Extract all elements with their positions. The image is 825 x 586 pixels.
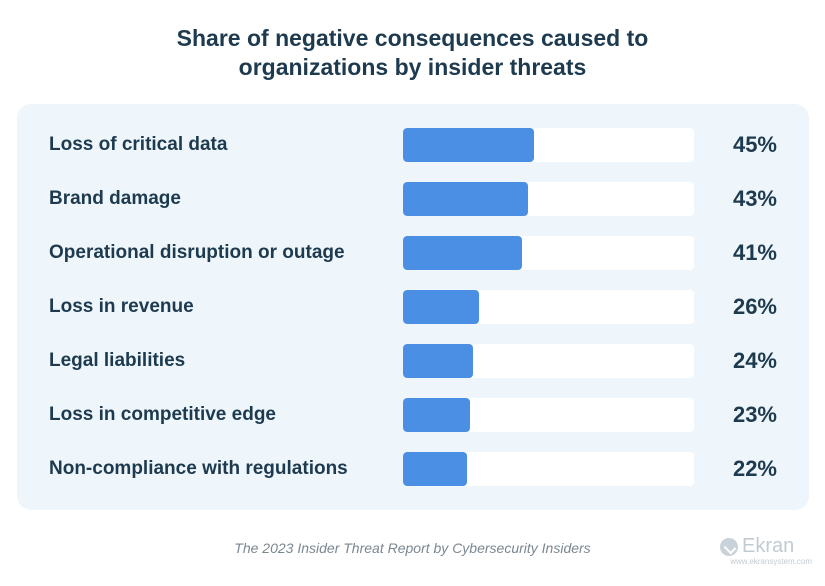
value-label: 24% — [732, 348, 777, 373]
bar — [403, 452, 468, 486]
category-label: Brand damage — [49, 188, 181, 209]
bar-track — [403, 182, 694, 216]
bar — [403, 128, 534, 162]
chart-title-line-2: organizations by insider threats — [238, 54, 587, 80]
category-label: Operational disruption or outage — [49, 242, 345, 263]
bar-track — [403, 290, 694, 324]
bar-track — [403, 398, 694, 432]
value-label: 43% — [732, 186, 777, 211]
value-label: 45% — [732, 132, 777, 157]
bar-track — [403, 128, 694, 162]
bar — [403, 344, 473, 378]
category-label: Legal liabilities — [49, 350, 186, 371]
bar-row: Legal liabilities 24% — [17, 344, 809, 378]
source-caption: The 2023 Insider Threat Report by Cybers… — [234, 540, 591, 556]
bar-track — [403, 236, 694, 270]
bar-track — [403, 344, 694, 378]
category-label: Loss of critical data — [49, 134, 228, 155]
bar-track — [403, 452, 694, 486]
ekran-logo-icon — [720, 538, 738, 556]
bar-row: Operational disruption or outage 41% — [17, 236, 809, 270]
logo-url: www.ekransystem.com — [730, 557, 812, 566]
chart-panel: Loss of critical data 45% Brand damage 43% O… — [17, 104, 809, 510]
bar — [403, 236, 523, 270]
category-label: Loss in competitive edge — [49, 404, 276, 425]
value-label: 26% — [732, 294, 777, 319]
chart-title-line-1: Share of negative consequences caused to — [176, 25, 649, 51]
value-label: 23% — [732, 402, 777, 427]
bar-row: Loss of critical data 45% — [17, 128, 809, 162]
value-label: 41% — [732, 240, 777, 265]
bar — [403, 398, 470, 432]
bar-row: Loss in revenue 26% — [17, 290, 809, 324]
category-label: Non-compliance with regulations — [49, 458, 348, 479]
bar-row: Brand damage 43% — [17, 182, 809, 216]
bar-row: Non-compliance with regulations 22% — [17, 452, 809, 486]
bar-row: Loss in competitive edge 23% — [17, 398, 809, 432]
bar — [403, 290, 479, 324]
value-label: 22% — [732, 456, 777, 481]
bar — [403, 182, 529, 216]
ekran-logo: Ekran www.ekransystem.com — [712, 535, 812, 569]
logo-name: Ekran — [742, 535, 795, 557]
category-label: Loss in revenue — [49, 296, 194, 317]
chart-title: Share of negative consequences caused to… — [0, 24, 825, 82]
